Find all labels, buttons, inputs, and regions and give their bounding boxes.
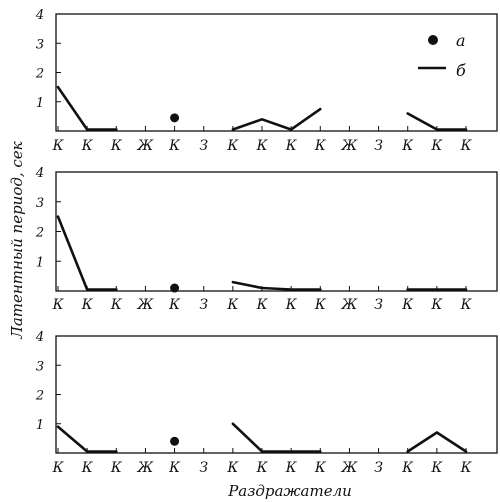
x-tick-label: К bbox=[430, 138, 443, 154]
x-tick-label: З bbox=[199, 460, 208, 476]
x-tick-label: З bbox=[199, 297, 208, 313]
series-b-line-segment bbox=[406, 431, 468, 453]
x-tick-label: К bbox=[401, 297, 414, 313]
x-tick-label: К bbox=[285, 297, 298, 313]
y-tick-label: 3 bbox=[36, 37, 44, 52]
series-b-line-segment bbox=[231, 422, 322, 453]
x-tick-label: К bbox=[52, 138, 65, 154]
y-tick-label: 3 bbox=[36, 359, 44, 374]
x-tick-label: К bbox=[401, 138, 414, 154]
x-tick-label: К bbox=[460, 138, 473, 154]
x-tick-label: К bbox=[81, 297, 94, 313]
x-tick-label: Ж bbox=[137, 297, 155, 313]
series-b-line-segment bbox=[231, 280, 322, 291]
y-tick-label: 2 bbox=[35, 226, 44, 241]
x-tick-label: З bbox=[374, 138, 383, 154]
y-tick-label: 1 bbox=[36, 418, 44, 433]
y-tick-label: 4 bbox=[35, 8, 44, 23]
y-tick-label: 1 bbox=[36, 96, 44, 111]
series-b-line-segment bbox=[56, 215, 118, 291]
x-tick-label: К bbox=[168, 297, 181, 313]
x-tick-label: З bbox=[374, 460, 383, 476]
x-tick-label: Ж bbox=[341, 138, 359, 154]
x-axis-label: Раздражатели bbox=[227, 482, 352, 500]
x-tick-label: К bbox=[430, 460, 443, 476]
legend-label: а bbox=[456, 31, 466, 50]
x-tick-label: К bbox=[460, 460, 473, 476]
x-tick-label: К bbox=[168, 460, 181, 476]
x-tick-label: К bbox=[81, 138, 94, 154]
panel-frame bbox=[55, 13, 498, 132]
x-tick-label: К bbox=[314, 138, 327, 154]
x-tick-label: З bbox=[199, 138, 208, 154]
x-tick-label: К bbox=[226, 460, 239, 476]
x-tick-label: К bbox=[314, 460, 327, 476]
series-a-point bbox=[170, 113, 180, 123]
series-a-point bbox=[170, 436, 180, 446]
x-tick-label: К bbox=[52, 297, 65, 313]
x-tick-label: К bbox=[168, 138, 181, 154]
panel-frame bbox=[55, 171, 498, 292]
legend-label: б bbox=[456, 61, 466, 80]
x-tick-label: К bbox=[401, 460, 414, 476]
x-tick-label: З bbox=[374, 297, 383, 313]
x-tick-label: Ж bbox=[137, 460, 155, 476]
legend: аб bbox=[418, 31, 466, 80]
x-tick-label: К bbox=[226, 138, 239, 154]
x-tick-label: К bbox=[110, 297, 123, 313]
y-tick-label: 2 bbox=[35, 67, 44, 82]
x-tick-label: К bbox=[256, 460, 269, 476]
x-tick-label: К bbox=[285, 460, 298, 476]
series-b-line-segment bbox=[56, 425, 118, 453]
y-tick-label: 3 bbox=[36, 196, 44, 211]
x-tick-label: К bbox=[52, 460, 65, 476]
x-tick-label: К bbox=[460, 297, 473, 313]
x-tick-label: К bbox=[110, 138, 123, 154]
x-tick-label: К bbox=[81, 460, 94, 476]
x-tick-label: К bbox=[256, 138, 269, 154]
x-tick-label: К bbox=[314, 297, 327, 313]
x-tick-label: Ж bbox=[341, 460, 359, 476]
x-tick-label: К bbox=[226, 297, 239, 313]
x-tick-label: К bbox=[256, 297, 269, 313]
series-b-line-segment bbox=[56, 85, 118, 131]
y-tick-label: 2 bbox=[35, 389, 44, 404]
y-tick-label: 4 bbox=[35, 166, 44, 181]
x-tick-label: Ж bbox=[341, 297, 359, 313]
x-tick-label: К bbox=[110, 460, 123, 476]
y-tick-label: 1 bbox=[36, 255, 44, 270]
x-tick-label: К bbox=[430, 297, 443, 313]
legend-dot-marker bbox=[428, 35, 438, 45]
x-tick-label: Ж bbox=[137, 138, 155, 154]
x-tick-label: К bbox=[285, 138, 298, 154]
series-b-line-segment bbox=[406, 112, 468, 131]
y-axis-label: Латентный период, сек bbox=[8, 141, 26, 339]
series-a-point bbox=[170, 283, 180, 293]
series-b-line-segment bbox=[231, 107, 322, 131]
y-tick-label: 4 bbox=[35, 330, 44, 345]
